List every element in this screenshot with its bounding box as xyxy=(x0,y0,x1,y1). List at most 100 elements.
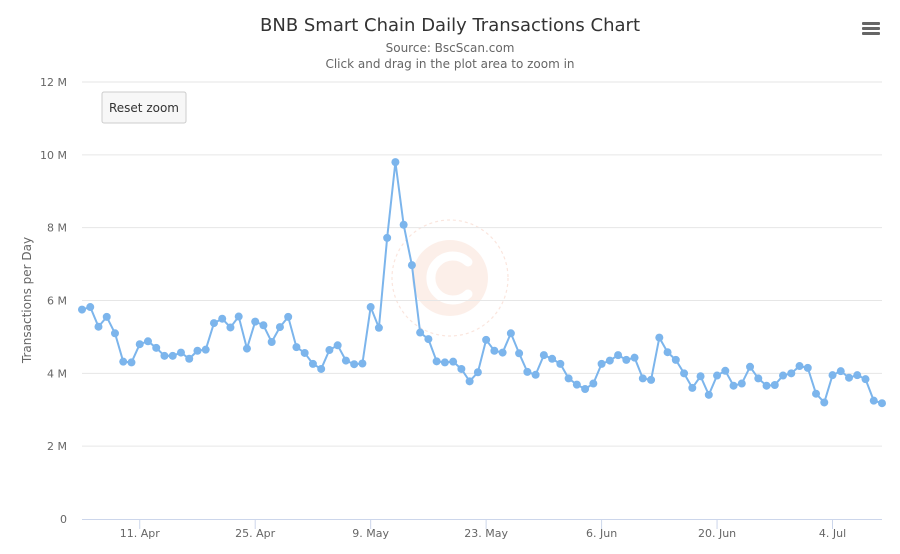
data-point[interactable] xyxy=(110,329,119,338)
data-point[interactable] xyxy=(308,359,317,368)
hamburger-menu-icon[interactable] xyxy=(860,18,882,38)
data-point[interactable] xyxy=(185,354,194,363)
data-point[interactable] xyxy=(176,348,185,357)
data-point[interactable] xyxy=(589,379,598,388)
data-point[interactable] xyxy=(605,356,614,365)
data-point[interactable] xyxy=(292,343,301,352)
data-point[interactable] xyxy=(795,362,804,371)
data-point[interactable] xyxy=(424,335,433,344)
data-point[interactable] xyxy=(78,305,86,314)
data-point[interactable] xyxy=(86,303,95,312)
data-point[interactable] xyxy=(284,312,293,321)
data-point[interactable] xyxy=(581,384,590,393)
data-point[interactable] xyxy=(482,335,491,344)
data-point[interactable] xyxy=(737,379,746,388)
data-point[interactable] xyxy=(251,317,260,326)
data-point[interactable] xyxy=(655,333,664,342)
reset-zoom-button[interactable]: Reset zoom xyxy=(101,91,187,124)
data-point[interactable] xyxy=(531,370,540,379)
data-point[interactable] xyxy=(746,362,755,371)
data-point[interactable] xyxy=(473,368,482,377)
data-point[interactable] xyxy=(638,374,647,383)
data-point[interactable] xyxy=(671,355,680,364)
data-point[interactable] xyxy=(762,381,771,390)
data-point[interactable] xyxy=(820,398,829,407)
data-point[interactable] xyxy=(218,314,227,323)
data-point[interactable] xyxy=(523,367,532,376)
data-point[interactable] xyxy=(688,383,697,392)
data-point[interactable] xyxy=(449,357,458,366)
data-point[interactable] xyxy=(869,396,878,405)
data-point[interactable] xyxy=(597,359,606,368)
data-point[interactable] xyxy=(358,359,367,368)
data-point[interactable] xyxy=(548,354,557,363)
data-point[interactable] xyxy=(407,261,416,270)
data-point[interactable] xyxy=(622,355,631,364)
data-point[interactable] xyxy=(457,364,466,373)
data-point[interactable] xyxy=(713,371,722,380)
data-point[interactable] xyxy=(102,312,111,321)
data-point[interactable] xyxy=(878,399,886,408)
data-point[interactable] xyxy=(341,356,350,365)
data-point[interactable] xyxy=(498,348,507,357)
data-point[interactable] xyxy=(374,323,383,332)
data-point[interactable] xyxy=(729,381,738,390)
data-point[interactable] xyxy=(152,343,161,352)
data-point[interactable] xyxy=(127,358,136,367)
data-point[interactable] xyxy=(440,358,449,367)
data-point[interactable] xyxy=(704,390,713,399)
data-point[interactable] xyxy=(630,353,639,362)
data-point[interactable] xyxy=(539,351,548,360)
data-point[interactable] xyxy=(572,380,581,389)
data-point[interactable] xyxy=(696,372,705,381)
data-point[interactable] xyxy=(490,346,499,355)
data-point[interactable] xyxy=(770,380,779,389)
data-point[interactable] xyxy=(259,321,268,330)
data-point[interactable] xyxy=(209,319,218,328)
data-point[interactable] xyxy=(614,351,623,360)
data-point[interactable] xyxy=(168,351,177,360)
data-point[interactable] xyxy=(416,328,425,337)
data-point[interactable] xyxy=(399,220,408,229)
data-point[interactable] xyxy=(845,373,854,382)
data-point[interactable] xyxy=(391,158,400,167)
data-point[interactable] xyxy=(383,233,392,242)
data-point[interactable] xyxy=(267,338,276,347)
data-point[interactable] xyxy=(300,348,309,357)
data-point[interactable] xyxy=(564,374,573,383)
data-point[interactable] xyxy=(275,323,284,332)
data-point[interactable] xyxy=(465,377,474,386)
data-point[interactable] xyxy=(119,357,128,366)
data-point[interactable] xyxy=(754,374,763,383)
data-point[interactable] xyxy=(160,351,169,360)
data-point[interactable] xyxy=(721,366,730,375)
data-point[interactable] xyxy=(193,346,202,355)
data-point[interactable] xyxy=(350,360,359,369)
data-point[interactable] xyxy=(680,369,689,378)
data-point[interactable] xyxy=(647,375,656,384)
data-point[interactable] xyxy=(234,312,243,321)
data-point[interactable] xyxy=(242,344,251,353)
data-point[interactable] xyxy=(506,329,515,338)
data-point[interactable] xyxy=(201,345,210,354)
data-point[interactable] xyxy=(317,364,326,373)
data-point[interactable] xyxy=(325,346,334,355)
data-point[interactable] xyxy=(812,389,821,398)
data-point[interactable] xyxy=(828,371,837,380)
data-point[interactable] xyxy=(366,303,375,312)
data-point[interactable] xyxy=(853,371,862,380)
data-point[interactable] xyxy=(779,371,788,380)
data-point[interactable] xyxy=(135,340,144,349)
data-point[interactable] xyxy=(556,359,565,368)
data-point[interactable] xyxy=(861,375,870,384)
data-point[interactable] xyxy=(143,337,152,346)
data-point[interactable] xyxy=(432,357,441,366)
data-point[interactable] xyxy=(333,341,342,350)
data-point[interactable] xyxy=(94,322,103,331)
data-point[interactable] xyxy=(226,323,235,332)
data-point[interactable] xyxy=(836,367,845,376)
data-point[interactable] xyxy=(663,348,672,357)
data-point[interactable] xyxy=(803,363,812,372)
data-point[interactable] xyxy=(787,369,796,378)
